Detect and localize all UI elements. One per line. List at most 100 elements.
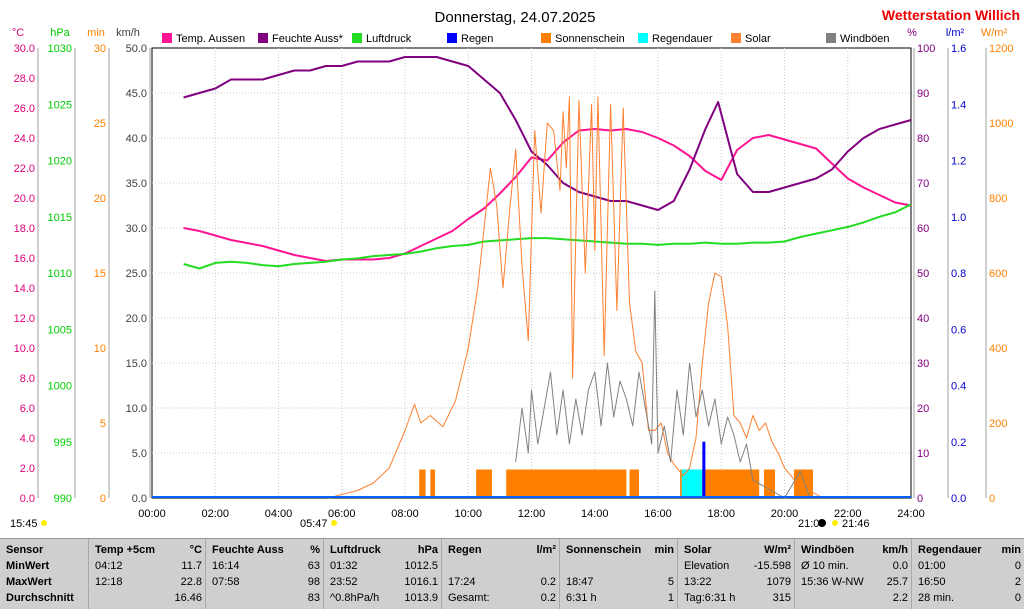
y-tick-minutes: 20 [94,193,106,205]
legend-label: Feuchte Auss* [272,33,344,45]
wind-avg10-value: 0.0 [892,560,908,572]
y-tick-temp: 22.0 [14,163,35,175]
y-tick-temp: 2.0 [20,463,35,475]
regendauer-min-time: 01:00 [918,560,946,572]
y-tick-wind: 45.0 [126,88,147,100]
y-tick-temp: 24.0 [14,133,35,145]
wind-avg10-label: Ø 10 min. [801,560,849,572]
feuchte-max-value: 98 [307,576,320,588]
y-tick-wind: 5.0 [132,448,147,460]
axis-unit-solar: W/m² [981,27,1008,39]
temp-min-time: 04:12 [95,560,123,572]
axis-unit-wind: km/h [116,27,140,39]
legend-swatch [731,33,741,43]
y-tick-humidity: 40 [917,313,929,325]
y-tick-pressure: 1025 [48,99,72,111]
stats-unit-sonne: min [654,544,674,556]
stats-head-regendauer: Regendauer [918,544,982,556]
stats-head-regen: Regen [448,544,482,556]
sunshine-bar [763,469,776,498]
regendauer-max-time: 16:50 [918,576,946,588]
legend-label: Solar [745,33,771,45]
series-feuchte-auss [183,56,912,211]
stats-unit-solar: W/m² [764,544,791,556]
sonne-total-label: 6:31 h [566,592,597,604]
luftdruck-trend: ^0.8hPa/h [330,592,380,604]
luftdruck-avg-value: 1013.9 [404,592,438,604]
y-tick-minutes: 25 [94,118,106,130]
y-tick-humidity: 50 [917,268,929,280]
sunshine-bar [476,469,492,498]
station-name: Wetterstation Willich [882,7,1020,23]
legend-swatch [162,33,172,43]
y-tick-temp: 30.0 [14,43,35,55]
legend-label: Regen [461,33,493,45]
y-tick-solar: 1000 [989,118,1013,130]
luftdruck-min-value: 1012.5 [404,560,438,572]
regen-max-value: 0.2 [540,576,556,588]
legend-swatch [541,33,551,43]
y-tick-minutes: 5 [100,418,106,430]
y-tick-minutes: 10 [94,343,106,355]
row-label-min: MinWert [6,560,50,572]
stats-col-solar: Solar W/m² Elevation -15.598 13:22 1079 Tag… [677,539,795,609]
legend-swatch [352,33,362,43]
wind-max-value: 25.7 [886,576,908,588]
row-label-avg: Durchschnitt [6,592,74,604]
stats-unit-regendauer: min [1001,544,1021,556]
row-label-max: MaxWert [6,576,52,588]
y-tick-rain: 0.6 [951,324,966,336]
legend-swatch [447,33,457,43]
y-tick-wind: 0.0 [132,493,147,505]
y-tick-wind: 10.0 [126,403,147,415]
y-tick-rain: 0.0 [951,493,966,505]
axes: 00:00 02:00 04:00 06:00 08:00 10:00 12:00 14:00… [12,27,1014,520]
x-tick-label: 02:00 [201,508,229,520]
regen-total-value: 0.2 [540,592,556,604]
regendauer-max-value: 2 [1014,576,1021,588]
temp-min-value: 11.7 [181,560,202,572]
luftdruck-max-value: 1016.1 [404,576,438,588]
legend-label: Temp. Aussen [176,33,245,45]
x-tick-label: 20:00 [771,508,799,520]
legend: Temp. Aussen Feuchte Auss* Luftdruck Regen S… [162,33,890,45]
y-tick-pressure: 1020 [48,156,72,168]
luftdruck-max-time: 23:52 [330,576,358,588]
series-solar [328,96,823,499]
y-tick-rain: 0.2 [951,437,966,449]
solar-day-label: Tag:6:31 h [684,592,736,604]
y-tick-pressure: 1000 [48,381,72,393]
sunshine-bar [793,469,813,498]
legend-label: Luftdruck [366,33,412,45]
solar-max-value: 1079 [766,576,791,588]
y-tick-humidity: 30 [917,358,929,370]
y-tick-wind: 15.0 [126,358,147,370]
y-tick-solar: 800 [989,193,1007,205]
y-tick-wind: 40.0 [126,133,147,145]
y-tick-temp: 0.0 [20,493,35,505]
temp-avg-value: 16.46 [174,592,202,604]
stats-head-wind: Windböen [801,544,855,556]
sunset-icon [832,520,838,526]
y-tick-minutes: 0 [100,493,106,505]
sunset-time: 21:46 [842,518,870,530]
x-tick-label: 04:00 [265,508,293,520]
stats-head-feuchte: Feuchte Auss [212,544,284,556]
temp-max-value: 22.8 [180,576,202,588]
regendauer-total-label: 28 min. [918,592,955,604]
y-tick-humidity: 0 [917,493,923,505]
line-layer [152,56,912,499]
y-tick-temp: 14.0 [14,283,35,295]
y-tick-temp: 12.0 [14,313,35,325]
sun-left-icon [41,520,47,526]
solar-elevation-label: Elevation [684,560,730,572]
statistics-table: Sensor MinWert MaxWert Durchschnitt Temp… [0,538,1024,609]
weather-chart: Donnerstag, 24.07.2025 Wetterstation Wil… [10,7,1020,530]
y-tick-humidity: 20 [917,403,929,415]
stats-unit-luftdruck: hPa [417,544,438,556]
solar-max-time: 13:22 [684,576,712,588]
regendauer-min-value: 0 [1014,560,1021,572]
x-tick-label: 08:00 [391,508,419,520]
y-tick-pressure: 1015 [48,212,72,224]
stats-col-temp: Temp +5cm °C 04:12 11.7 12:18 22.8 16.46 [88,539,206,609]
